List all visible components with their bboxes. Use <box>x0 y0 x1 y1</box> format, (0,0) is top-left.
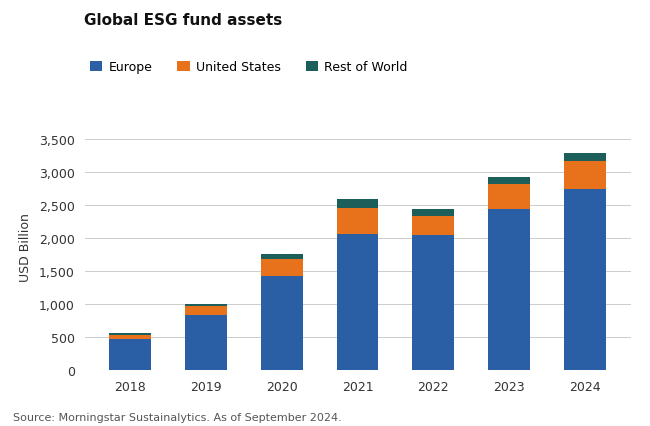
Bar <box>185 307 227 315</box>
Bar <box>564 154 606 162</box>
Bar <box>109 335 151 340</box>
Y-axis label: USD Billion: USD Billion <box>19 213 32 282</box>
Bar <box>337 235 378 371</box>
Legend: Europe, United States, Rest of World: Europe, United States, Rest of World <box>84 56 413 79</box>
Bar <box>488 177 530 185</box>
Text: Global ESG fund assets: Global ESG fund assets <box>84 13 283 28</box>
Bar <box>413 209 454 216</box>
Bar <box>337 209 378 235</box>
Bar <box>109 340 151 371</box>
Bar <box>488 209 530 371</box>
Bar <box>261 276 302 371</box>
Bar <box>488 185 530 209</box>
Bar <box>109 333 151 335</box>
Bar <box>413 236 454 371</box>
Bar <box>564 162 606 190</box>
Text: Source: Morningstar Sustainalytics. As of September 2024.: Source: Morningstar Sustainalytics. As o… <box>13 412 342 422</box>
Bar <box>261 259 302 276</box>
Bar <box>185 304 227 307</box>
Bar <box>337 199 378 209</box>
Bar <box>413 216 454 236</box>
Bar <box>564 190 606 371</box>
Bar <box>185 315 227 371</box>
Bar <box>261 255 302 259</box>
